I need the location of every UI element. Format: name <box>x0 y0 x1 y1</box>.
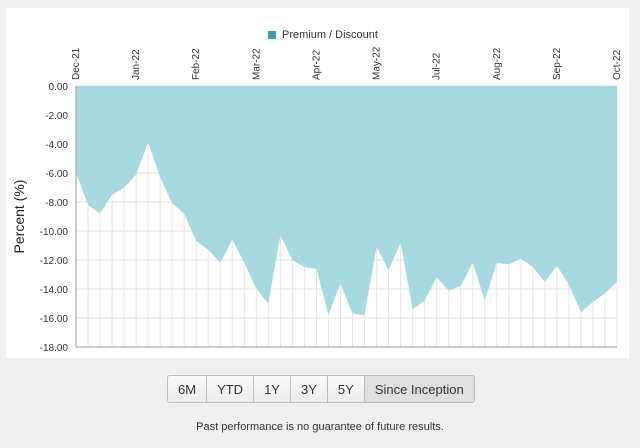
data-point[interactable] <box>194 239 198 243</box>
data-point[interactable] <box>591 300 595 304</box>
data-point[interactable] <box>543 280 547 284</box>
disclaimer-text: Past performance is no guarantee of futu… <box>196 421 444 433</box>
data-point[interactable] <box>447 288 451 292</box>
data-point[interactable] <box>122 186 126 190</box>
data-point[interactable] <box>278 233 282 237</box>
x-tick-label: Aug-22 <box>492 47 503 80</box>
x-tick-label: Sep-22 <box>552 47 563 80</box>
y-tick-label: -18.00 <box>40 343 69 354</box>
x-tick-label: Jul-22 <box>432 52 443 80</box>
data-point[interactable] <box>338 281 342 285</box>
data-point[interactable] <box>615 280 619 284</box>
data-point[interactable] <box>326 313 330 317</box>
data-point[interactable] <box>302 265 306 269</box>
data-point[interactable] <box>579 310 583 314</box>
x-tick-label: May-22 <box>372 46 383 80</box>
series-area-premium-discount[interactable] <box>76 86 617 316</box>
range-1y-button[interactable]: 1Y <box>254 376 291 402</box>
legend-swatch-icon <box>268 31 276 39</box>
range-since-inception-button[interactable]: Since Inception <box>364 376 474 402</box>
y-tick-label: -8.00 <box>45 198 68 209</box>
y-tick-label: -12.00 <box>40 256 69 267</box>
data-point[interactable] <box>519 257 523 261</box>
data-point[interactable] <box>495 261 499 265</box>
data-point[interactable] <box>375 245 379 249</box>
data-point[interactable] <box>471 261 475 265</box>
data-point[interactable] <box>134 172 138 176</box>
y-tick-label: 0.00 <box>49 82 69 93</box>
x-tick-label: Mar-22 <box>251 48 262 80</box>
chart-panel: 0.00 -2.00 -4.00 -6.00 -8.00 -10.00 -12.00 -14.… <box>6 8 629 358</box>
data-point[interactable] <box>170 201 174 205</box>
data-point[interactable] <box>242 261 246 265</box>
y-tick-label: -14.00 <box>40 285 69 296</box>
range-ytd-button[interactable]: YTD <box>207 376 255 402</box>
data-point[interactable] <box>266 302 270 306</box>
data-point[interactable] <box>314 267 318 271</box>
data-point[interactable] <box>86 203 90 207</box>
data-point[interactable] <box>254 287 258 291</box>
data-point[interactable] <box>555 264 559 268</box>
data-point[interactable] <box>483 299 487 303</box>
data-point[interactable] <box>387 268 391 272</box>
y-tick-label: -10.00 <box>40 227 69 238</box>
data-point[interactable] <box>531 265 535 269</box>
data-point[interactable] <box>290 258 294 262</box>
data-point[interactable] <box>411 307 415 311</box>
x-tick-label: Jan-22 <box>131 49 142 80</box>
data-point[interactable] <box>230 238 234 242</box>
x-tick-label: Dec-21 <box>71 47 82 80</box>
x-tick-label: Oct-22 <box>612 50 623 80</box>
data-point[interactable] <box>399 241 403 245</box>
data-point[interactable] <box>423 299 427 303</box>
legend-label: Premium / Discount <box>282 29 378 41</box>
data-point[interactable] <box>206 248 210 252</box>
range-6m-button[interactable]: 6M <box>168 376 208 402</box>
data-point[interactable] <box>218 261 222 265</box>
data-point[interactable] <box>351 312 355 316</box>
data-point[interactable] <box>146 141 150 145</box>
data-point[interactable] <box>363 313 367 317</box>
data-point[interactable] <box>182 212 186 216</box>
data-point[interactable] <box>603 291 607 295</box>
data-point[interactable] <box>110 193 114 197</box>
range-selector: 6M YTD 1Y 3Y 5Y Since Inception <box>167 375 475 403</box>
data-point[interactable] <box>567 283 571 287</box>
data-point[interactable] <box>158 175 162 179</box>
y-tick-label: -4.00 <box>45 140 68 151</box>
premium-discount-chart: 0.00 -2.00 -4.00 -6.00 -8.00 -10.00 -12.00 -14.… <box>11 46 623 354</box>
y-tick-label: -6.00 <box>45 169 68 180</box>
x-tick-label: Apr-22 <box>311 50 322 80</box>
legend[interactable]: Premium / Discount <box>268 29 378 41</box>
range-3y-button[interactable]: 3Y <box>290 376 328 402</box>
data-point[interactable] <box>435 275 439 279</box>
range-5y-button[interactable]: 5Y <box>327 376 365 402</box>
y-tick-label: -2.00 <box>45 111 68 122</box>
y-tick-label: -16.00 <box>40 314 69 325</box>
y-axis-title: Percent (%) <box>11 180 27 254</box>
data-point[interactable] <box>98 212 102 216</box>
data-point[interactable] <box>507 262 511 266</box>
data-point[interactable] <box>459 284 463 288</box>
x-tick-label: Feb-22 <box>191 48 202 80</box>
